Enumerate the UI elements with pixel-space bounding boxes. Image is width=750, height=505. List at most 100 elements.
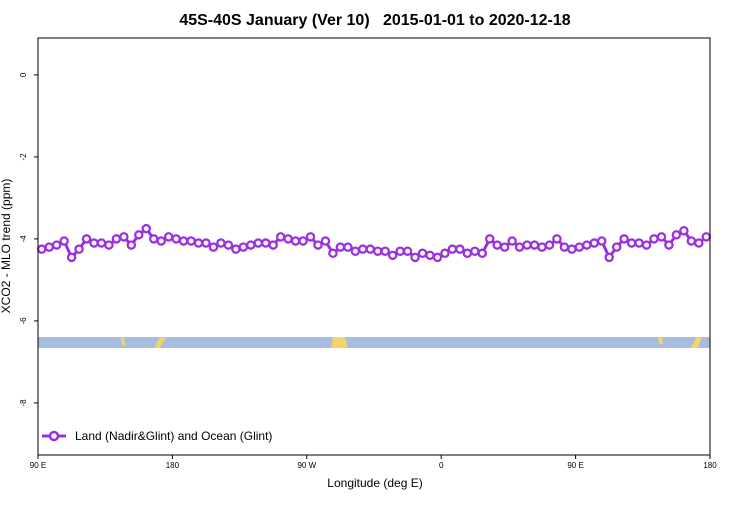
point [186, 236, 196, 246]
plot-frame [37, 37, 711, 456]
y-axis-label: XCO2 - MLO trend (ppm) [0, 179, 13, 314]
point [596, 236, 607, 246]
point [320, 236, 331, 246]
point [387, 250, 398, 261]
chart-title: 45S-40S January (Ver 10) 2015-01-01 to 2… [179, 12, 570, 29]
x-tick-label: 180 [703, 461, 717, 470]
point [641, 240, 652, 250]
point [283, 234, 293, 244]
point [223, 240, 234, 250]
point [193, 238, 204, 248]
point [328, 248, 338, 259]
point [694, 238, 704, 248]
point [440, 248, 450, 259]
point [402, 246, 413, 256]
point [462, 248, 473, 259]
point [156, 236, 166, 246]
point [66, 252, 77, 263]
y-tick-label: -6 [19, 317, 28, 325]
point [664, 240, 674, 250]
x-tick-label: 90 W [297, 461, 316, 470]
point [380, 246, 390, 256]
point [335, 242, 346, 252]
point [567, 244, 577, 254]
point [649, 234, 659, 244]
point [238, 242, 249, 252]
point [246, 240, 256, 250]
point [350, 246, 361, 256]
point [36, 244, 47, 254]
point [679, 225, 689, 236]
point [51, 240, 62, 250]
point [671, 230, 682, 240]
point [544, 240, 555, 250]
ocean-band [38, 337, 710, 348]
legend-label: Land (Nadir&Glint) and Ocean (Glint) [75, 429, 272, 443]
land-patch [154, 337, 166, 348]
point [559, 242, 570, 252]
point [305, 232, 316, 242]
point [358, 244, 368, 254]
y-tick-label: -8 [19, 399, 28, 407]
point [141, 223, 152, 234]
point [178, 236, 189, 246]
point [686, 236, 697, 246]
point [701, 232, 712, 242]
point [619, 234, 629, 244]
point [126, 240, 137, 250]
x-tick-label: 90 E [30, 461, 46, 470]
point [455, 244, 465, 254]
point [529, 240, 540, 250]
point [290, 236, 301, 246]
point [81, 234, 92, 244]
point [447, 244, 458, 254]
y-tick-label: -2 [19, 153, 28, 161]
land-patch [121, 337, 125, 345]
point [656, 232, 667, 242]
point [582, 240, 592, 250]
point [148, 234, 159, 244]
point [484, 234, 495, 244]
x-axis-label: Longitude (deg E) [327, 476, 422, 490]
point [171, 234, 181, 244]
point [313, 240, 323, 250]
point [604, 252, 614, 263]
point [589, 238, 600, 248]
point [268, 240, 278, 250]
point [134, 230, 144, 240]
point [372, 246, 383, 256]
point [96, 238, 107, 248]
point [111, 234, 122, 244]
point [298, 236, 308, 246]
point [499, 242, 510, 252]
point [231, 244, 241, 254]
point [507, 236, 517, 246]
point [104, 240, 114, 250]
point [626, 238, 637, 248]
point [201, 238, 211, 248]
point [260, 238, 271, 248]
point [417, 248, 428, 259]
point [574, 242, 585, 252]
point [216, 238, 226, 248]
point [492, 240, 502, 250]
point [522, 240, 532, 250]
y-tick-label: -4 [19, 235, 28, 243]
point [395, 246, 405, 256]
point [163, 232, 174, 242]
legend: Land (Nadir&Glint) and Ocean (Glint) [42, 429, 272, 443]
x-tick-label: 0 [439, 461, 444, 470]
point [119, 232, 129, 242]
point [365, 244, 376, 254]
point [410, 252, 420, 263]
land-ocean-strip [38, 337, 710, 348]
land-patch [691, 337, 702, 348]
point [552, 234, 562, 244]
point [343, 242, 353, 252]
point [470, 246, 480, 256]
point [89, 238, 99, 248]
point [208, 242, 219, 252]
point [275, 232, 286, 242]
point [477, 248, 488, 259]
